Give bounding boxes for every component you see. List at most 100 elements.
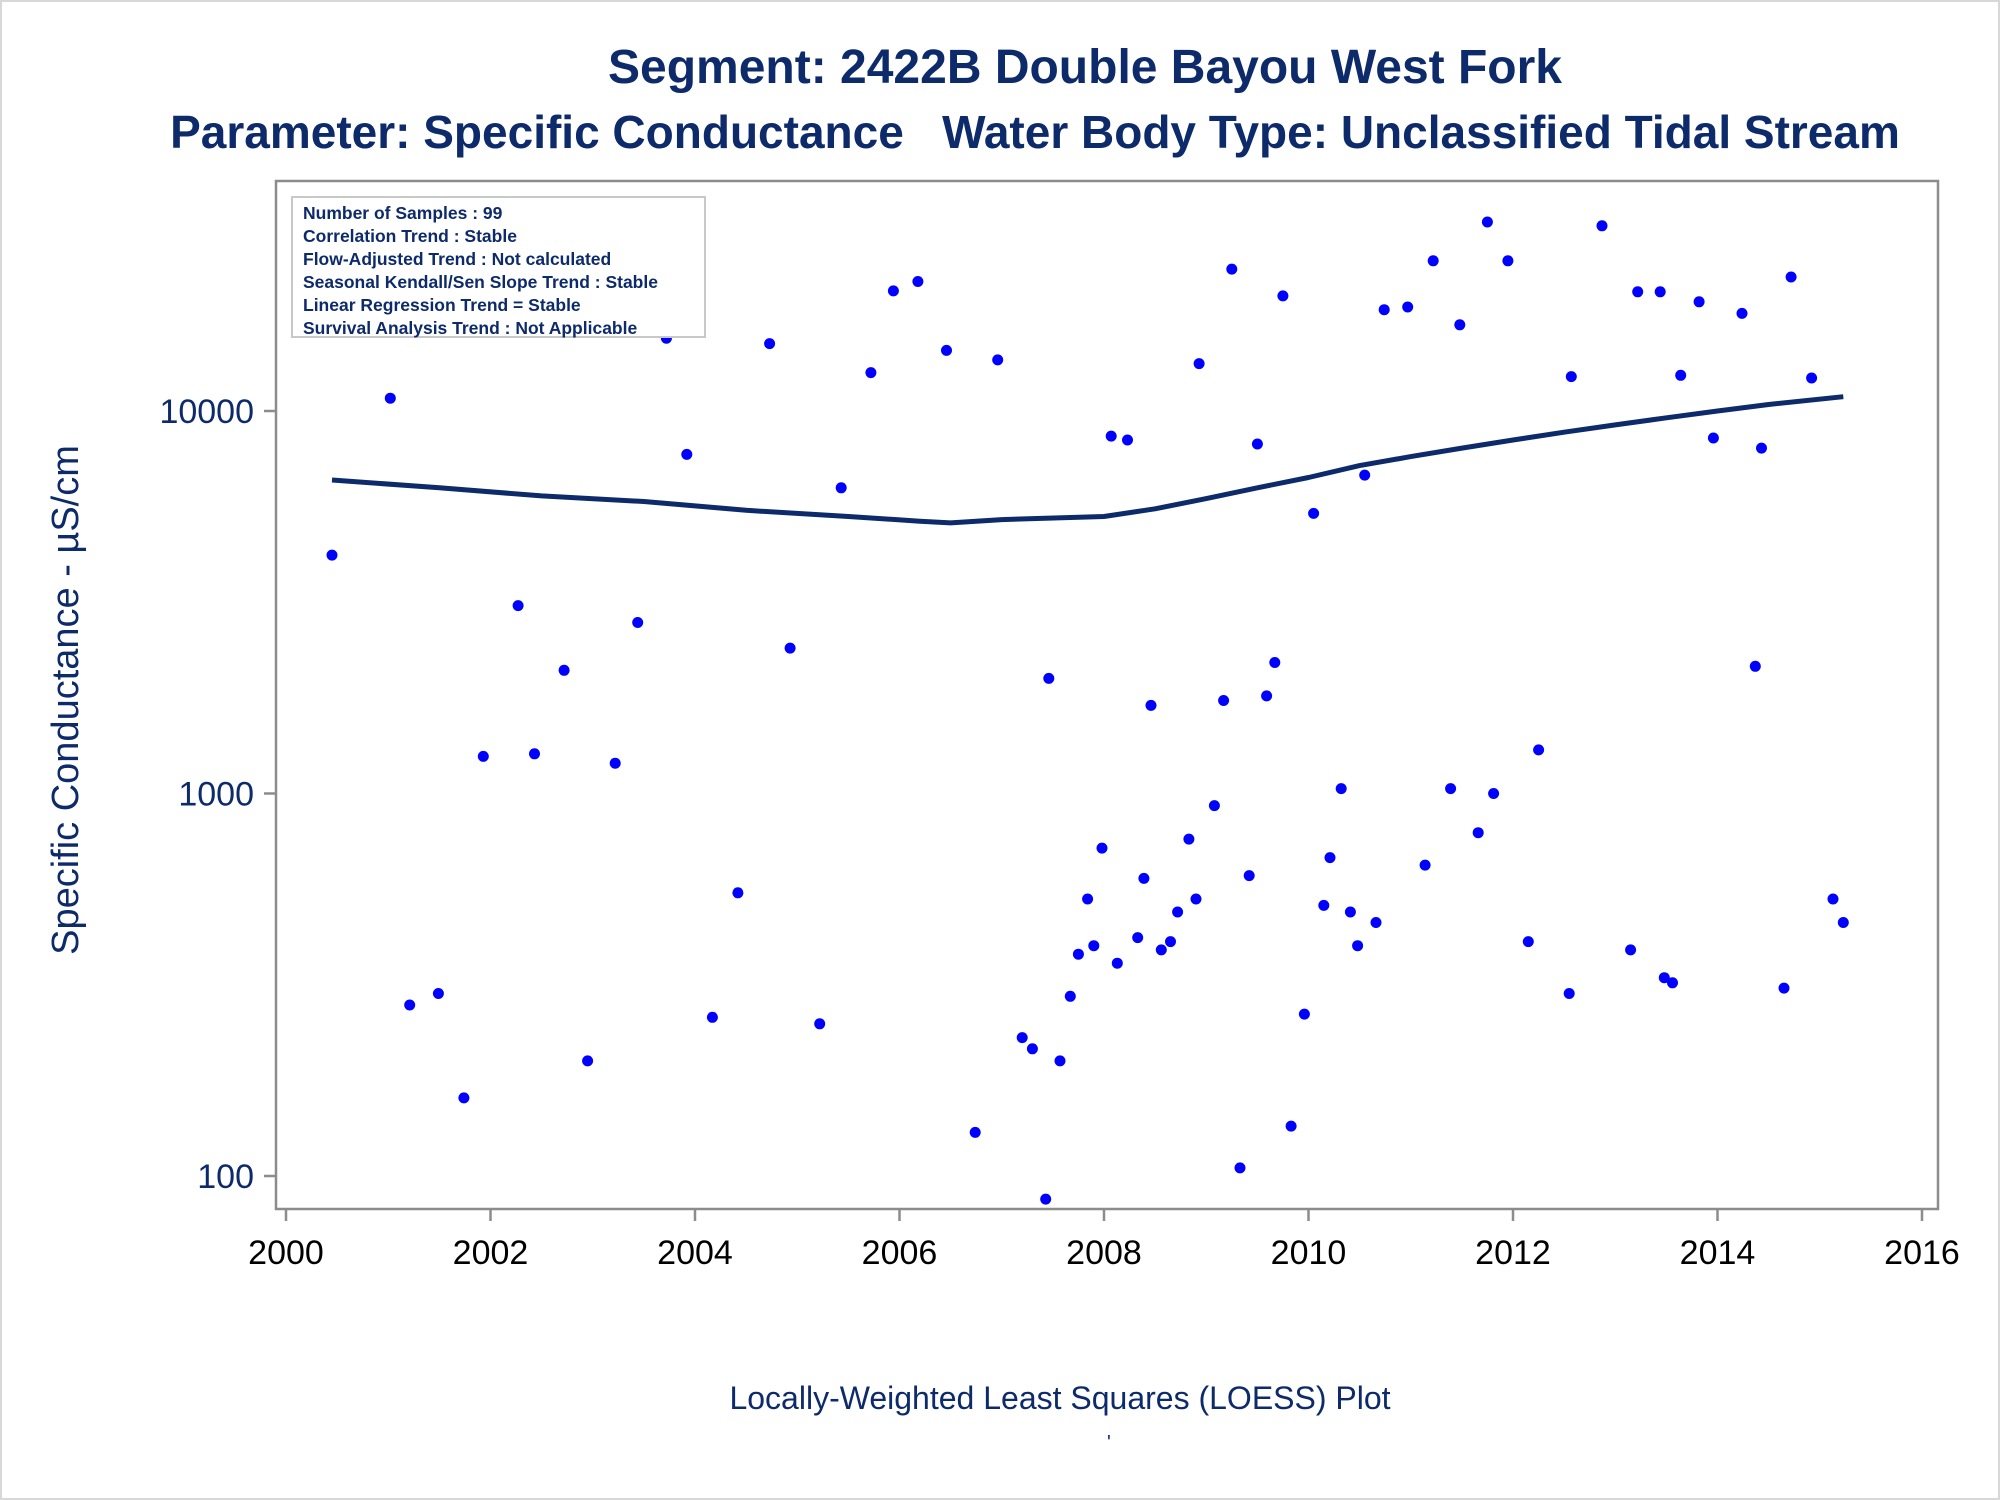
data-point (1096, 842, 1108, 854)
data-point (1308, 507, 1320, 519)
data-point (1183, 833, 1195, 845)
data-point (1778, 982, 1790, 994)
data-point (732, 887, 744, 899)
data-point (941, 344, 952, 356)
data-point (1565, 371, 1577, 383)
data-point (1318, 899, 1330, 911)
data-point (706, 1011, 718, 1023)
x-tick-label: 2014 (1680, 1234, 1756, 1272)
stat-sample-count: Number of Samples : 99 (303, 203, 503, 223)
data-point (1243, 870, 1255, 882)
data-point (1155, 944, 1167, 956)
y-tick-label: 10000 (159, 393, 254, 431)
data-point (1040, 1193, 1052, 1205)
y-axis-label: Specific Conductance - µS/cm (45, 445, 87, 955)
data-point (1261, 690, 1273, 702)
data-point (432, 988, 444, 999)
data-point (1654, 286, 1666, 298)
data-point (1285, 1120, 1297, 1132)
x-tick-label: 2000 (248, 1234, 324, 1272)
data-point (784, 642, 796, 654)
data-point (1454, 319, 1466, 331)
footnote: Locally-Weighted Least Squares (LOESS) P… (729, 1380, 1391, 1416)
stat-flow-adjusted-trend: Flow-Adjusted Trend : Not calculated (303, 249, 612, 269)
data-point (1016, 1032, 1028, 1044)
data-point (1837, 917, 1849, 928)
data-point (764, 338, 776, 350)
data-point (1324, 852, 1336, 864)
data-point (1165, 936, 1176, 948)
stat-linear-regression-trend: Linear Regression Trend = Stable (303, 295, 581, 315)
data-point (1693, 296, 1705, 308)
x-tick-label: 2002 (453, 1234, 529, 1272)
data-point (1208, 800, 1220, 812)
data-point (1675, 369, 1687, 381)
data-point (1111, 957, 1123, 969)
stat-correlation-trend: Correlation Trend : Stable (303, 226, 517, 246)
data-point (1082, 893, 1094, 905)
data-point (1756, 442, 1767, 454)
data-point (1370, 917, 1382, 928)
data-point (558, 664, 570, 676)
data-point (1138, 872, 1150, 884)
data-point (912, 276, 924, 287)
data-point (1064, 990, 1076, 1002)
chart-title: Segment: 2422B Double Bayou West Fork (608, 41, 1562, 94)
data-point (1445, 783, 1457, 795)
data-point (1172, 906, 1184, 918)
data-point (384, 392, 396, 404)
data-point (1344, 906, 1356, 918)
data-point (1378, 304, 1390, 316)
data-point (1251, 438, 1263, 450)
data-point (1522, 936, 1534, 948)
data-point (609, 757, 621, 769)
data-point (1481, 216, 1493, 228)
data-point (1806, 372, 1818, 384)
data-point (1298, 1008, 1310, 1020)
data-point (865, 367, 877, 379)
data-point (1352, 940, 1364, 952)
data-point (1502, 255, 1514, 267)
data-point (1596, 220, 1608, 232)
data-point (1827, 893, 1839, 905)
data-point (1277, 290, 1289, 302)
x-tick-label: 2004 (657, 1234, 733, 1272)
data-point (582, 1055, 594, 1067)
data-point (1749, 660, 1761, 672)
data-point (1632, 286, 1644, 298)
data-point (1122, 434, 1133, 446)
data-point (814, 1018, 826, 1030)
x-tick-label: 2008 (1066, 1234, 1142, 1272)
data-point (1658, 972, 1670, 984)
x-tick-label: 2010 (1271, 1234, 1347, 1272)
data-point (632, 617, 644, 628)
data-point (1488, 788, 1500, 799)
data-point (477, 750, 489, 762)
data-point (1218, 695, 1230, 706)
data-point (1054, 1055, 1066, 1067)
data-point (1190, 893, 1202, 905)
x-tick-label: 2006 (862, 1234, 938, 1272)
data-point (1707, 432, 1719, 444)
data-point (835, 482, 847, 494)
data-point (1088, 940, 1100, 952)
data-point (512, 600, 524, 612)
data-point (1269, 657, 1281, 668)
stat-seasonal-kendall-trend: Seasonal Kendall/Sen Slope Trend : Stabl… (303, 272, 658, 292)
data-point (1234, 1162, 1246, 1174)
x-tick-label: 2016 (1884, 1234, 1960, 1272)
stat-survival-analysis-trend: Survival Analysis Trend : Not Applicable (303, 318, 638, 338)
data-point (326, 549, 338, 561)
data-point (1226, 263, 1238, 275)
data-point (1419, 859, 1431, 871)
data-point (1335, 783, 1347, 795)
data-point (404, 999, 416, 1011)
data-point (1132, 932, 1144, 944)
chart-subtitle: Parameter: Specific Conductance Water Bo… (170, 106, 1900, 158)
data-point (1193, 358, 1205, 370)
data-point (1472, 827, 1484, 839)
data-point (1359, 469, 1371, 481)
data-point (1563, 988, 1575, 999)
data-point (1533, 744, 1545, 756)
